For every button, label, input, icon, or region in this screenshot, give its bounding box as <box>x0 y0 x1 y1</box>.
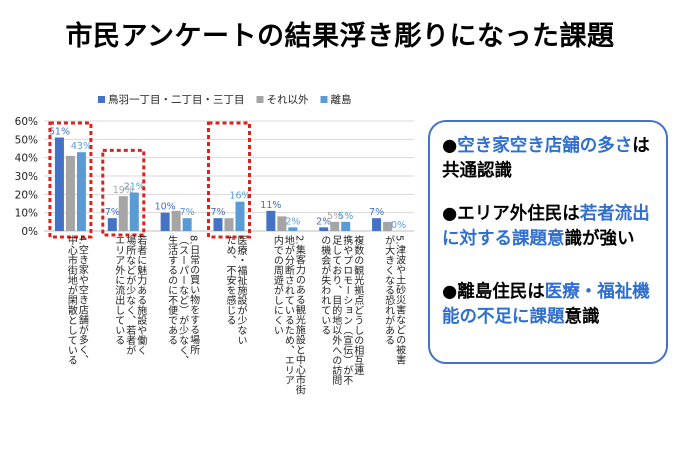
legend-label: 離島 <box>331 93 352 106</box>
bar <box>235 201 245 231</box>
legend-label: 鳥羽一丁目・二丁目・三丁目 <box>108 93 245 106</box>
x-category-label: 2.集客力のある観光施設と中心市街 地が分断されているため、エリア 内での周遊が… <box>271 235 305 395</box>
highlight-box <box>207 121 251 239</box>
y-tick-label: 40% <box>15 153 38 165</box>
y-tick-label: 50% <box>15 134 38 146</box>
bullet-text: ● <box>442 136 458 156</box>
x-category-label: 4.空き家や空き店舗が多く、 中心市街地が閑散としている <box>65 235 88 365</box>
bar <box>213 218 223 231</box>
data-label: 0% <box>391 220 406 231</box>
x-category-label: 複数の観光拠点どうしの相互連 携やプロモーション（宣伝）が不 足しており、目的地… <box>318 235 363 385</box>
summary-point-1: ●空き家空き店舗の多さは共通認識 <box>442 134 664 184</box>
legend-swatch <box>256 96 264 103</box>
bar <box>118 196 128 231</box>
highlight-box <box>48 121 93 239</box>
data-label: 5% <box>338 211 353 222</box>
legend-label: それ以外 <box>267 94 309 106</box>
x-category-label: 医療・福祉施設が少ない ため、不安を感じる <box>224 235 246 345</box>
highlight-text: 空き家空き店舗の多さ <box>457 136 633 156</box>
bar-chart: 0% 10% 20% 30% 40% 50% 60% 鳥羽一丁目・二丁目・三丁目 それ以外 離島 5… <box>15 93 414 239</box>
bar <box>54 137 64 231</box>
y-tick-label: 10% <box>15 208 38 220</box>
summary-point-2: ●エリア外住民は若者流出に対する課題意識が強い <box>442 202 664 252</box>
bullet-text: ●離島住民は <box>442 282 545 302</box>
bar <box>372 218 382 231</box>
point-text: 意識 <box>564 307 600 327</box>
highlight-text: 若者流出に対する課題意 <box>442 204 650 249</box>
y-tick-label: 20% <box>15 189 38 201</box>
data-label: 5% <box>327 211 342 222</box>
summary-box: ●空き家空き店舗の多さは共通認識 ●エリア外住民は若者流出に対する課題意識が強い… <box>428 120 668 364</box>
bar <box>224 218 234 231</box>
x-category-label: 5.津波や土砂災害などの被害 が大きくなる恐れがある <box>382 235 405 365</box>
bar <box>160 212 170 231</box>
data-label: 51% <box>49 127 70 138</box>
data-label: 43% <box>71 141 92 152</box>
bar <box>341 221 351 231</box>
data-label: 16% <box>229 191 250 202</box>
page-title: 市民アンケートの結果浮き彫りになった課題 <box>65 21 615 52</box>
bar <box>65 155 75 231</box>
bar <box>107 218 117 231</box>
bullet-text: ●エリア外住民は <box>442 204 580 224</box>
bar <box>76 152 86 231</box>
bar <box>129 192 139 231</box>
y-tick-label: 60% <box>15 116 38 128</box>
x-category-label: 8.日常の買い物をする場所 （スーパーなど）が少なく、 生活するのに不便である <box>165 235 199 365</box>
bar <box>171 210 181 231</box>
legend-swatch <box>320 96 328 103</box>
x-category-label: 若者に魅力ある施設や働く 場所などが少なく、若者が エリア外に流出している <box>112 235 146 355</box>
data-label: 19% <box>113 185 134 196</box>
bar <box>277 216 287 231</box>
data-label: 21% <box>124 182 145 193</box>
bar <box>330 221 340 231</box>
bar <box>288 227 298 231</box>
data-label: 2% <box>285 216 300 227</box>
data-label: 2% <box>316 216 331 227</box>
summary-point-3: ●離島住民は医療・福祉機能の不足に課題意識 <box>442 280 664 330</box>
point-text: は共通認識 <box>442 136 650 181</box>
bar <box>319 227 329 231</box>
bar <box>383 221 393 231</box>
data-label: 7% <box>210 207 225 218</box>
data-label: 7% <box>369 207 384 218</box>
y-tick-label: 0% <box>21 226 38 238</box>
y-tick-label: 30% <box>15 171 38 183</box>
point-text: 識が強い <box>564 229 635 249</box>
bar <box>182 218 192 231</box>
data-label: 7% <box>180 207 195 218</box>
data-label: 11% <box>260 200 281 211</box>
data-label: 10% <box>155 202 176 213</box>
highlight-text: 医療・福祉機能の不足に課題 <box>442 282 650 327</box>
bar <box>266 210 276 231</box>
data-label: 7% <box>105 207 120 218</box>
legend-swatch <box>98 96 105 103</box>
